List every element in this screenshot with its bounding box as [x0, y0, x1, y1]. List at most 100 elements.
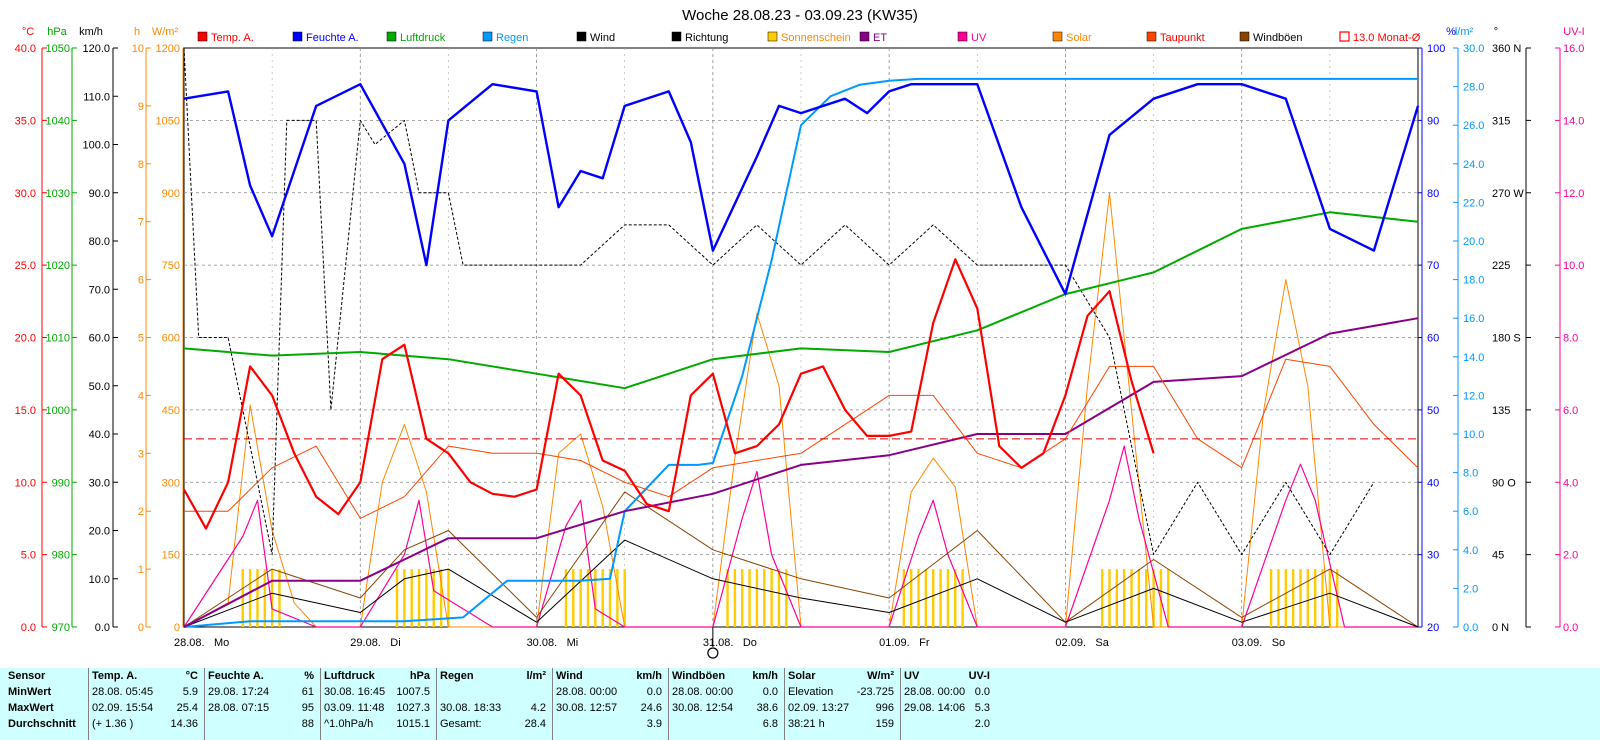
stats-header-unit: W/m²: [867, 670, 894, 682]
stats-cell-value: 3.9: [646, 718, 662, 730]
humidity-axis-tick-label: 70: [1427, 260, 1439, 272]
humidity-axis-tick-label: 20: [1427, 622, 1439, 634]
legend-label: Richtung: [685, 32, 728, 44]
temp-axis-tick-label: 5.0: [21, 550, 36, 562]
stats-cell-value: 25.4: [176, 702, 198, 714]
sun-axis-tick-label: 0: [138, 622, 144, 634]
stats-cell-value: 159: [875, 718, 894, 730]
x-weekday-label: Mi: [567, 637, 579, 649]
sunshine-bar: [270, 569, 274, 627]
wind-axis-tick-label: 70.0: [89, 284, 110, 296]
uv-axis-tick-label: 10.0: [1563, 260, 1584, 272]
stats-header: Temp. A.: [92, 670, 138, 682]
sunshine-bar: [241, 569, 244, 627]
sunshine-bar: [256, 569, 259, 627]
legend-swatch: [292, 31, 303, 42]
x-date-label: 03.09.: [1232, 637, 1263, 649]
stats-cell-time: 28.08. 07:15: [208, 702, 270, 714]
stats-cell-time: 03.09. 11:48: [324, 702, 385, 714]
sunshine-bar: [403, 569, 406, 627]
uv-axis-tick-label: 6.0: [1563, 405, 1578, 417]
temp-axis-tick-label: 10.0: [15, 477, 36, 489]
sunshine-bar: [1137, 569, 1141, 627]
sunshine-bar: [932, 569, 935, 627]
solar-axis-tick-label: 300: [162, 477, 180, 489]
rain-axis-tick-label: 28.0: [1463, 82, 1484, 94]
legend-label: Temp. A.: [211, 32, 254, 44]
axis-unit-label: %: [1446, 26, 1456, 38]
uv-axis-tick-label: 2.0: [1563, 550, 1578, 562]
stats-cell-value: 4.2: [530, 702, 546, 714]
rain-axis-tick-label: 6.0: [1463, 506, 1478, 518]
stats-cell-value: 38.6: [756, 702, 778, 714]
sun-axis-tick-label: 10: [132, 43, 144, 55]
x-date-label: 02.09.: [1055, 637, 1086, 649]
stats-separator: [784, 668, 785, 740]
stats-cell-time: 29.08. 17:24: [208, 686, 270, 698]
stats-header: Wind: [556, 670, 583, 682]
stats-cell-value: 0.0: [762, 686, 778, 698]
legend-swatch: [859, 31, 870, 42]
sunshine-bar: [248, 569, 252, 627]
sunshine-bar: [1152, 569, 1155, 627]
sunshine-bar: [1328, 569, 1332, 627]
direction-axis-tick-label: 270 W: [1492, 188, 1524, 200]
wind-axis-tick-label: 110.0: [83, 91, 110, 103]
x-weekday-label: Di: [390, 637, 400, 649]
legend-label: ET: [873, 32, 887, 44]
rain-axis-tick-label: 14.0: [1463, 352, 1484, 364]
legend-swatch: [767, 31, 778, 42]
stats-header-unit: UV-I: [968, 670, 990, 682]
legend-label: Sonnenschein: [781, 32, 851, 44]
sunshine-bar: [1284, 569, 1287, 627]
temp-axis-tick-label: 0.0: [21, 622, 36, 634]
sunshine-bar: [447, 569, 450, 627]
chart-title: Woche 28.08.23 - 03.09.23 (KW35): [682, 7, 918, 24]
stats-cell-value: 1007.5: [396, 686, 430, 698]
sun-axis-tick-label: 3: [138, 448, 144, 460]
direction-axis-tick-label: 0 N: [1492, 622, 1509, 634]
direction-axis-tick-label: 180 S: [1492, 333, 1521, 345]
wind-axis-tick-label: 80.0: [89, 236, 110, 248]
wind-axis-tick-label: 120.0: [82, 43, 110, 55]
sunshine-bar: [579, 569, 582, 627]
stats-cell-time: 28.08. 00:00: [672, 686, 734, 698]
legend-swatch: [1339, 31, 1350, 42]
stats-cell-value: 0.0: [974, 686, 990, 698]
sunshine-bar: [741, 569, 744, 627]
stats-cell-value: 88: [301, 718, 314, 730]
x-axis-labels: 28.08. Mo 29.08. Di 30.08. Mi 31.08. Do 01.09. Fr…: [174, 627, 1285, 659]
legend-label: Windböen: [1253, 32, 1303, 44]
stats-cell-value: 28.4: [524, 718, 546, 730]
legend-swatch: [576, 31, 587, 42]
stats-cell-value: 1015.1: [396, 718, 430, 730]
now-marker-icon: [707, 647, 719, 659]
sunshine-bar: [909, 569, 913, 627]
legend-label: UV: [971, 32, 987, 44]
wind-axis-tick-label: 50.0: [89, 381, 110, 393]
legend-swatch: [197, 31, 208, 42]
pressure-axis-tick-label: 1010: [46, 333, 70, 345]
sunshine-bar: [785, 569, 788, 627]
pressure-axis-tick-label: 1020: [46, 260, 70, 272]
sunshine-bar: [410, 569, 413, 627]
stats-cell-time: ^1.0hPa/h: [324, 718, 374, 730]
x-date-label: 31.08.: [703, 637, 734, 649]
sun-axis-tick-label: 4: [138, 390, 144, 402]
stats-header: Solar: [788, 670, 816, 682]
sunshine-bar: [733, 569, 737, 627]
stats-header: Windböen: [672, 670, 726, 682]
pressure-axis-tick-label: 990: [52, 477, 70, 489]
sunshine-bar: [748, 569, 751, 627]
sunshine-bar: [1291, 569, 1295, 627]
sunshine-bar: [917, 569, 920, 627]
x-weekday-label: Sa: [1095, 637, 1109, 649]
stats-cell-time: (+ 1.36 ): [92, 718, 134, 730]
rain-axis-tick-label: 2.0: [1463, 583, 1478, 595]
uv-axis-tick-label: 16.0: [1563, 43, 1584, 55]
x-weekday-label: So: [1272, 637, 1285, 649]
stats-cell-value: 996: [875, 702, 894, 714]
uv-axis-tick-label: 12.0: [1563, 188, 1584, 200]
sunshine-bar: [263, 569, 266, 627]
x-weekday-label: Mo: [214, 637, 229, 649]
